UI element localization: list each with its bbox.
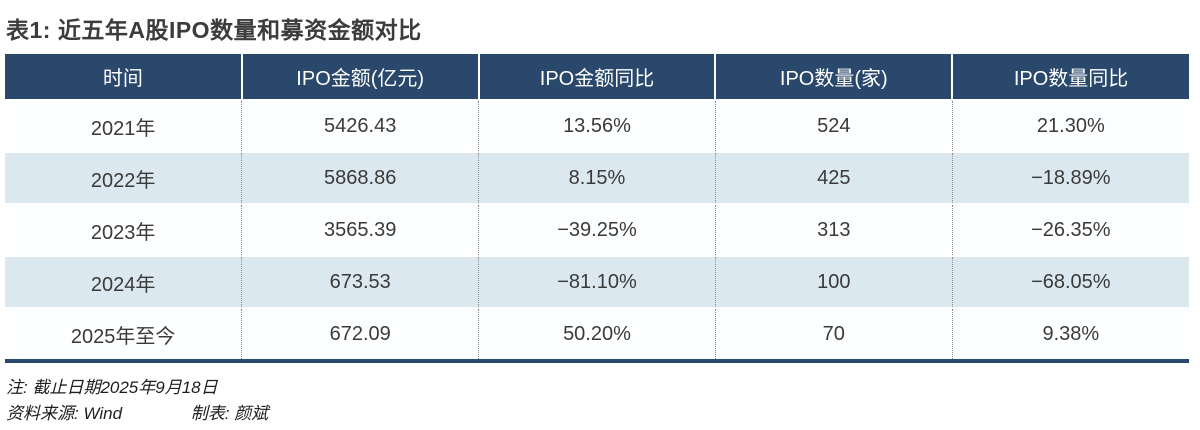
year-cell: 2023年	[5, 203, 242, 256]
table-row: 2025年至今 672.09 50.20% 70 9.38%	[5, 307, 1189, 361]
table-row: 2021年 5426.43 13.56% 524 21.30%	[5, 99, 1189, 152]
note-author: 制表: 颜斌	[190, 404, 269, 423]
year-cell: 2025年至今	[5, 307, 242, 361]
table-cell: 524	[714, 99, 953, 152]
year-cell: 2024年	[5, 255, 242, 308]
column-header-ipo-count: IPO数量(家)	[714, 54, 953, 100]
table-row: 2023年 3565.39 −39.25% 313 −26.35%	[5, 203, 1189, 256]
table-cell: 5868.86	[241, 151, 479, 204]
column-header-time: 时间	[5, 54, 242, 100]
table-cell: 100	[714, 255, 953, 308]
table-title: 表1: 近五年A股IPO数量和募资金额对比	[6, 17, 422, 43]
table-cell: 21.30%	[951, 99, 1189, 152]
table-cell: −39.25%	[478, 203, 716, 256]
table-cell: 673.53	[241, 255, 479, 308]
footnotes: 注: 截止日期2025年9月18日 资料来源: Wind 制表: 颜斌	[6, 375, 1200, 427]
table-cell: −68.05%	[951, 255, 1189, 308]
note-data-source: 资料来源: Wind	[6, 404, 123, 423]
year-cell: 2022年	[5, 151, 242, 204]
header-row: 时间 IPO金额(亿元) IPO金额同比 IPO数量(家) IPO数量同比	[5, 54, 1189, 100]
table-cell: 8.15%	[478, 151, 716, 204]
table-cell: 70	[714, 307, 953, 361]
table-cell: 3565.39	[241, 203, 479, 256]
table-cell: 5426.43	[241, 99, 479, 152]
year-cell: 2021年	[5, 99, 242, 152]
column-header-count-yoy: IPO数量同比	[951, 54, 1189, 100]
table-cell: 13.56%	[478, 99, 716, 152]
table-row: 2022年 5868.86 8.15% 425 −18.89%	[5, 151, 1189, 204]
column-header-amount-yoy: IPO金额同比	[477, 54, 716, 100]
table-row: 2024年 673.53 −81.10% 100 −68.05%	[5, 255, 1189, 308]
note-source-line: 资料来源: Wind 制表: 颜斌	[6, 401, 1200, 427]
table-cell: 672.09	[241, 307, 479, 361]
table-cell: −26.35%	[951, 203, 1189, 256]
table-cell: 313	[714, 203, 953, 256]
table-cell: 9.38%	[951, 307, 1189, 361]
table-cell: 50.20%	[478, 307, 716, 361]
ipo-table: 时间 IPO金额(亿元) IPO金额同比 IPO数量(家) IPO数量同比 20…	[5, 54, 1189, 363]
note-cutoff-date: 注: 截止日期2025年9月18日	[6, 378, 218, 397]
column-header-ipo-amount: IPO金额(亿元)	[240, 54, 479, 100]
table-cell: 425	[714, 151, 953, 204]
table-cell: −18.89%	[951, 151, 1189, 204]
table-cell: −81.10%	[478, 255, 716, 308]
